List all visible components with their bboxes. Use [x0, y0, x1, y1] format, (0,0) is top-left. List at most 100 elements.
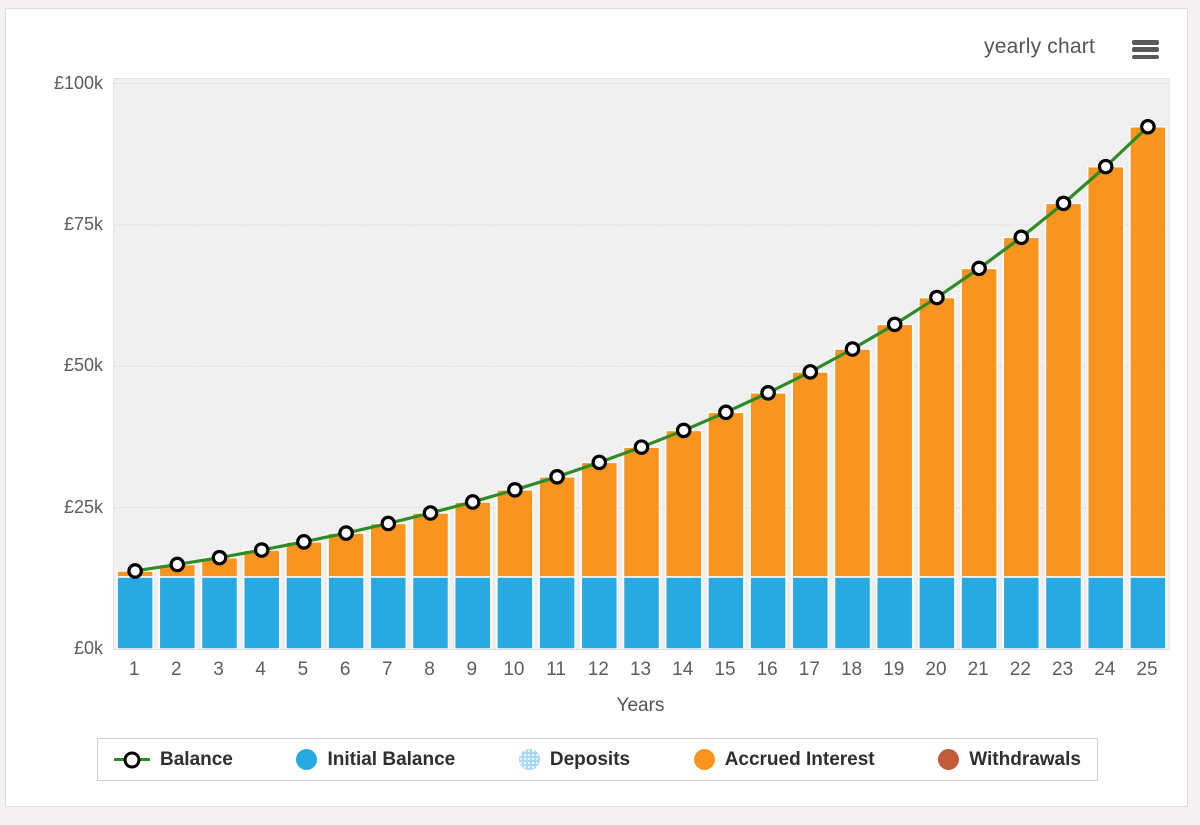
- x-axis-label: 25: [1136, 659, 1158, 680]
- balance-point[interactable]: [507, 482, 523, 498]
- initial-balance-bar[interactable]: [116, 576, 154, 649]
- legend-item-balance[interactable]: Balance: [114, 749, 233, 771]
- chart-plot-area[interactable]: [113, 78, 1170, 650]
- legend-label: Withdrawals: [969, 748, 1081, 770]
- accrued-interest-bar[interactable]: [749, 392, 787, 578]
- accrued-interest-bar[interactable]: [791, 371, 830, 578]
- balance-point[interactable]: [211, 549, 228, 566]
- x-axis-label: 4: [255, 659, 266, 680]
- balance-point[interactable]: [886, 316, 903, 333]
- legend-label: Initial Balance: [327, 748, 456, 770]
- initial-balance-bar[interactable]: [918, 576, 956, 649]
- chart-canvas[interactable]: [114, 79, 1169, 649]
- x-axis-label: 5: [297, 659, 309, 680]
- legend-label: Accrued Interest: [724, 748, 875, 770]
- balance-point[interactable]: [802, 364, 819, 380]
- balance-point[interactable]: [549, 469, 565, 485]
- initial-balance-bar[interactable]: [411, 576, 450, 649]
- balance-point[interactable]: [844, 341, 861, 357]
- balance-point[interactable]: [253, 542, 270, 558]
- accrued-interest-bar[interactable]: [1002, 236, 1041, 578]
- balance-point[interactable]: [380, 515, 397, 532]
- balance-point[interactable]: [675, 422, 692, 439]
- initial-balance-bar[interactable]: [791, 576, 830, 649]
- initial-balance-bar[interactable]: [960, 576, 998, 649]
- balance-point[interactable]: [971, 260, 987, 277]
- legend-label: Deposits: [549, 748, 631, 770]
- y-axis-label: £50k: [63, 355, 103, 376]
- x-axis-label: 23: [1052, 659, 1074, 680]
- accrued-interest-bar[interactable]: [960, 267, 998, 578]
- x-axis-label: 20: [925, 659, 947, 680]
- initial-balance-bar[interactable]: [664, 576, 703, 649]
- x-axis-label: 19: [883, 659, 905, 680]
- initial-balance-bar[interactable]: [538, 576, 576, 649]
- initial-balance-bar[interactable]: [327, 576, 365, 649]
- x-axis-label: 1: [128, 659, 140, 680]
- accrued-interest-bar[interactable]: [622, 446, 661, 578]
- initial-balance-bar[interactable]: [158, 576, 197, 649]
- x-axis-label: 15: [714, 659, 736, 680]
- balance-point[interactable]: [127, 563, 143, 579]
- balance-point[interactable]: [1055, 195, 1072, 212]
- initial-balance-bar[interactable]: [1086, 576, 1125, 649]
- initial-balance-bar[interactable]: [580, 576, 619, 649]
- accrued-interest-bar[interactable]: [496, 489, 534, 578]
- x-axis-label: 22: [1009, 659, 1031, 680]
- balance-point[interactable]: [1097, 158, 1114, 175]
- balance-point[interactable]: [296, 534, 312, 550]
- initial-balance-bar[interactable]: [875, 576, 914, 649]
- initial-balance-bar[interactable]: [453, 576, 492, 649]
- hamburger-bar: [1132, 47, 1159, 52]
- legend-item-deposits[interactable]: Deposits: [518, 748, 631, 771]
- x-axis-labels: 1 2 3 4 5 6 7 8 9 10 11 12 13 14 15 16 17 18 19 20 21 22 23 24 2…: [113, 659, 1168, 681]
- accrued-interest-bar[interactable]: [453, 501, 492, 578]
- initial-balance-bar[interactable]: [707, 576, 745, 649]
- accrued-interest-bar[interactable]: [1086, 165, 1125, 578]
- accrued-interest-bar[interactable]: [369, 522, 408, 578]
- legend-item-accrued-interest[interactable]: Accrued Interest: [693, 748, 875, 771]
- initial-balance-bar[interactable]: [1044, 576, 1083, 649]
- x-axis-label: 10: [503, 659, 525, 680]
- initial-balance-bar[interactable]: [833, 576, 872, 649]
- balance-point[interactable]: [338, 525, 354, 541]
- initial-balance-bar[interactable]: [622, 576, 661, 649]
- accrued-interest-bar[interactable]: [1044, 202, 1083, 578]
- balance-point[interactable]: [169, 556, 186, 573]
- balance-point[interactable]: [422, 505, 439, 521]
- balance-point[interactable]: [591, 454, 608, 471]
- initial-balance-bar[interactable]: [1002, 576, 1041, 649]
- initial-balance-bar[interactable]: [200, 576, 239, 649]
- initial-balance-bar[interactable]: [285, 576, 323, 649]
- accrued-interest-bar[interactable]: [580, 461, 619, 578]
- balance-line-marker-icon: [114, 749, 150, 771]
- hamburger-bar: [1132, 54, 1159, 59]
- accrued-interest-bar[interactable]: [833, 348, 872, 578]
- initial-balance-bar[interactable]: [496, 576, 534, 649]
- balance-point[interactable]: [633, 439, 650, 455]
- initial-balance-bar[interactable]: [749, 576, 787, 649]
- accrued-interest-bar[interactable]: [918, 296, 956, 578]
- legend-swatch-icon: [296, 749, 318, 770]
- balance-point[interactable]: [464, 494, 481, 510]
- accrued-interest-bar[interactable]: [1129, 126, 1167, 578]
- x-axis-label: 14: [672, 659, 694, 680]
- balance-point[interactable]: [929, 289, 945, 306]
- accrued-interest-bar[interactable]: [664, 429, 703, 578]
- hamburger-menu-icon[interactable]: [1132, 40, 1159, 59]
- balance-point[interactable]: [718, 404, 734, 421]
- x-axis-label: 9: [466, 659, 478, 680]
- balance-point[interactable]: [1013, 229, 1030, 246]
- accrued-interest-bar[interactable]: [411, 512, 450, 578]
- accrued-interest-bar[interactable]: [875, 323, 914, 578]
- balance-point[interactable]: [1140, 118, 1156, 135]
- accrued-interest-bar[interactable]: [707, 411, 745, 578]
- initial-balance-bar[interactable]: [369, 576, 408, 649]
- initial-balance-bar[interactable]: [1129, 576, 1167, 649]
- initial-balance-bar[interactable]: [242, 576, 281, 649]
- legend-item-initial-balance[interactable]: Initial Balance: [296, 749, 455, 771]
- accrued-interest-bar[interactable]: [538, 476, 576, 578]
- x-axis-label: 12: [587, 659, 609, 680]
- balance-point[interactable]: [760, 385, 776, 401]
- legend-item-withdrawals[interactable]: Withdrawals: [938, 749, 1081, 771]
